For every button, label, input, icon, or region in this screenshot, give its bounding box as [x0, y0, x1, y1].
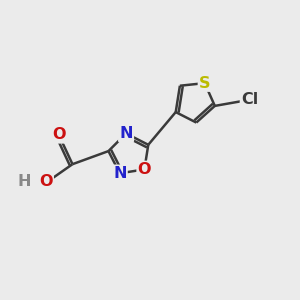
Text: O: O [52, 127, 65, 142]
Text: N: N [113, 166, 127, 181]
Text: N: N [119, 126, 133, 141]
Text: S: S [199, 76, 210, 91]
Text: O: O [39, 174, 53, 189]
Text: Cl: Cl [241, 92, 258, 107]
Text: O: O [138, 162, 151, 177]
Text: H: H [18, 174, 32, 189]
